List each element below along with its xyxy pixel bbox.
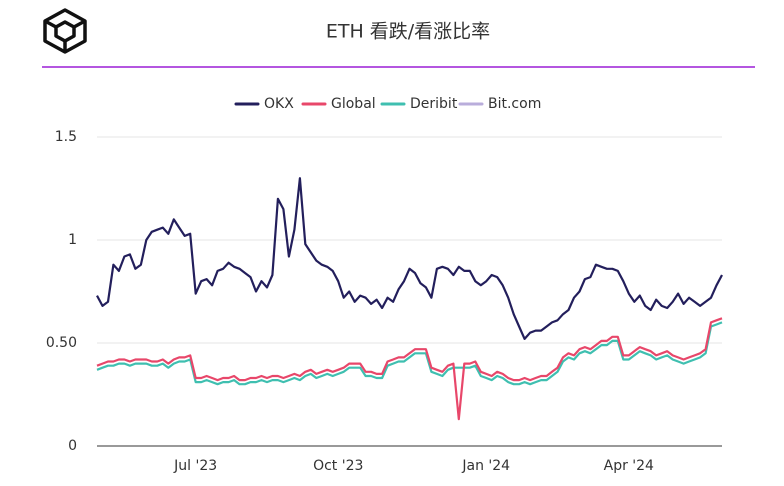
series-line — [96, 177, 723, 340]
legend-label: Global — [331, 96, 376, 112]
y-tick-label: 1.5 — [55, 129, 77, 145]
x-tick-label: Oct '23 — [313, 458, 363, 474]
y-tick-label: 0 — [68, 438, 77, 454]
series-line — [96, 321, 723, 386]
legend-label: Bit.com — [488, 96, 541, 112]
series-line — [96, 317, 723, 421]
x-tick-label: Jul '23 — [173, 458, 217, 474]
x-tick-label: Jan '24 — [461, 458, 510, 474]
chart-title: ETH 看跌/看涨比率 — [326, 21, 490, 43]
logo — [43, 8, 87, 54]
x-tick-label: Apr '24 — [604, 458, 654, 474]
y-tick-label: 1 — [68, 232, 77, 248]
legend-label: OKX — [264, 96, 294, 112]
legend-label: Deribit — [410, 96, 458, 112]
y-tick-label: 0.50 — [46, 335, 77, 351]
